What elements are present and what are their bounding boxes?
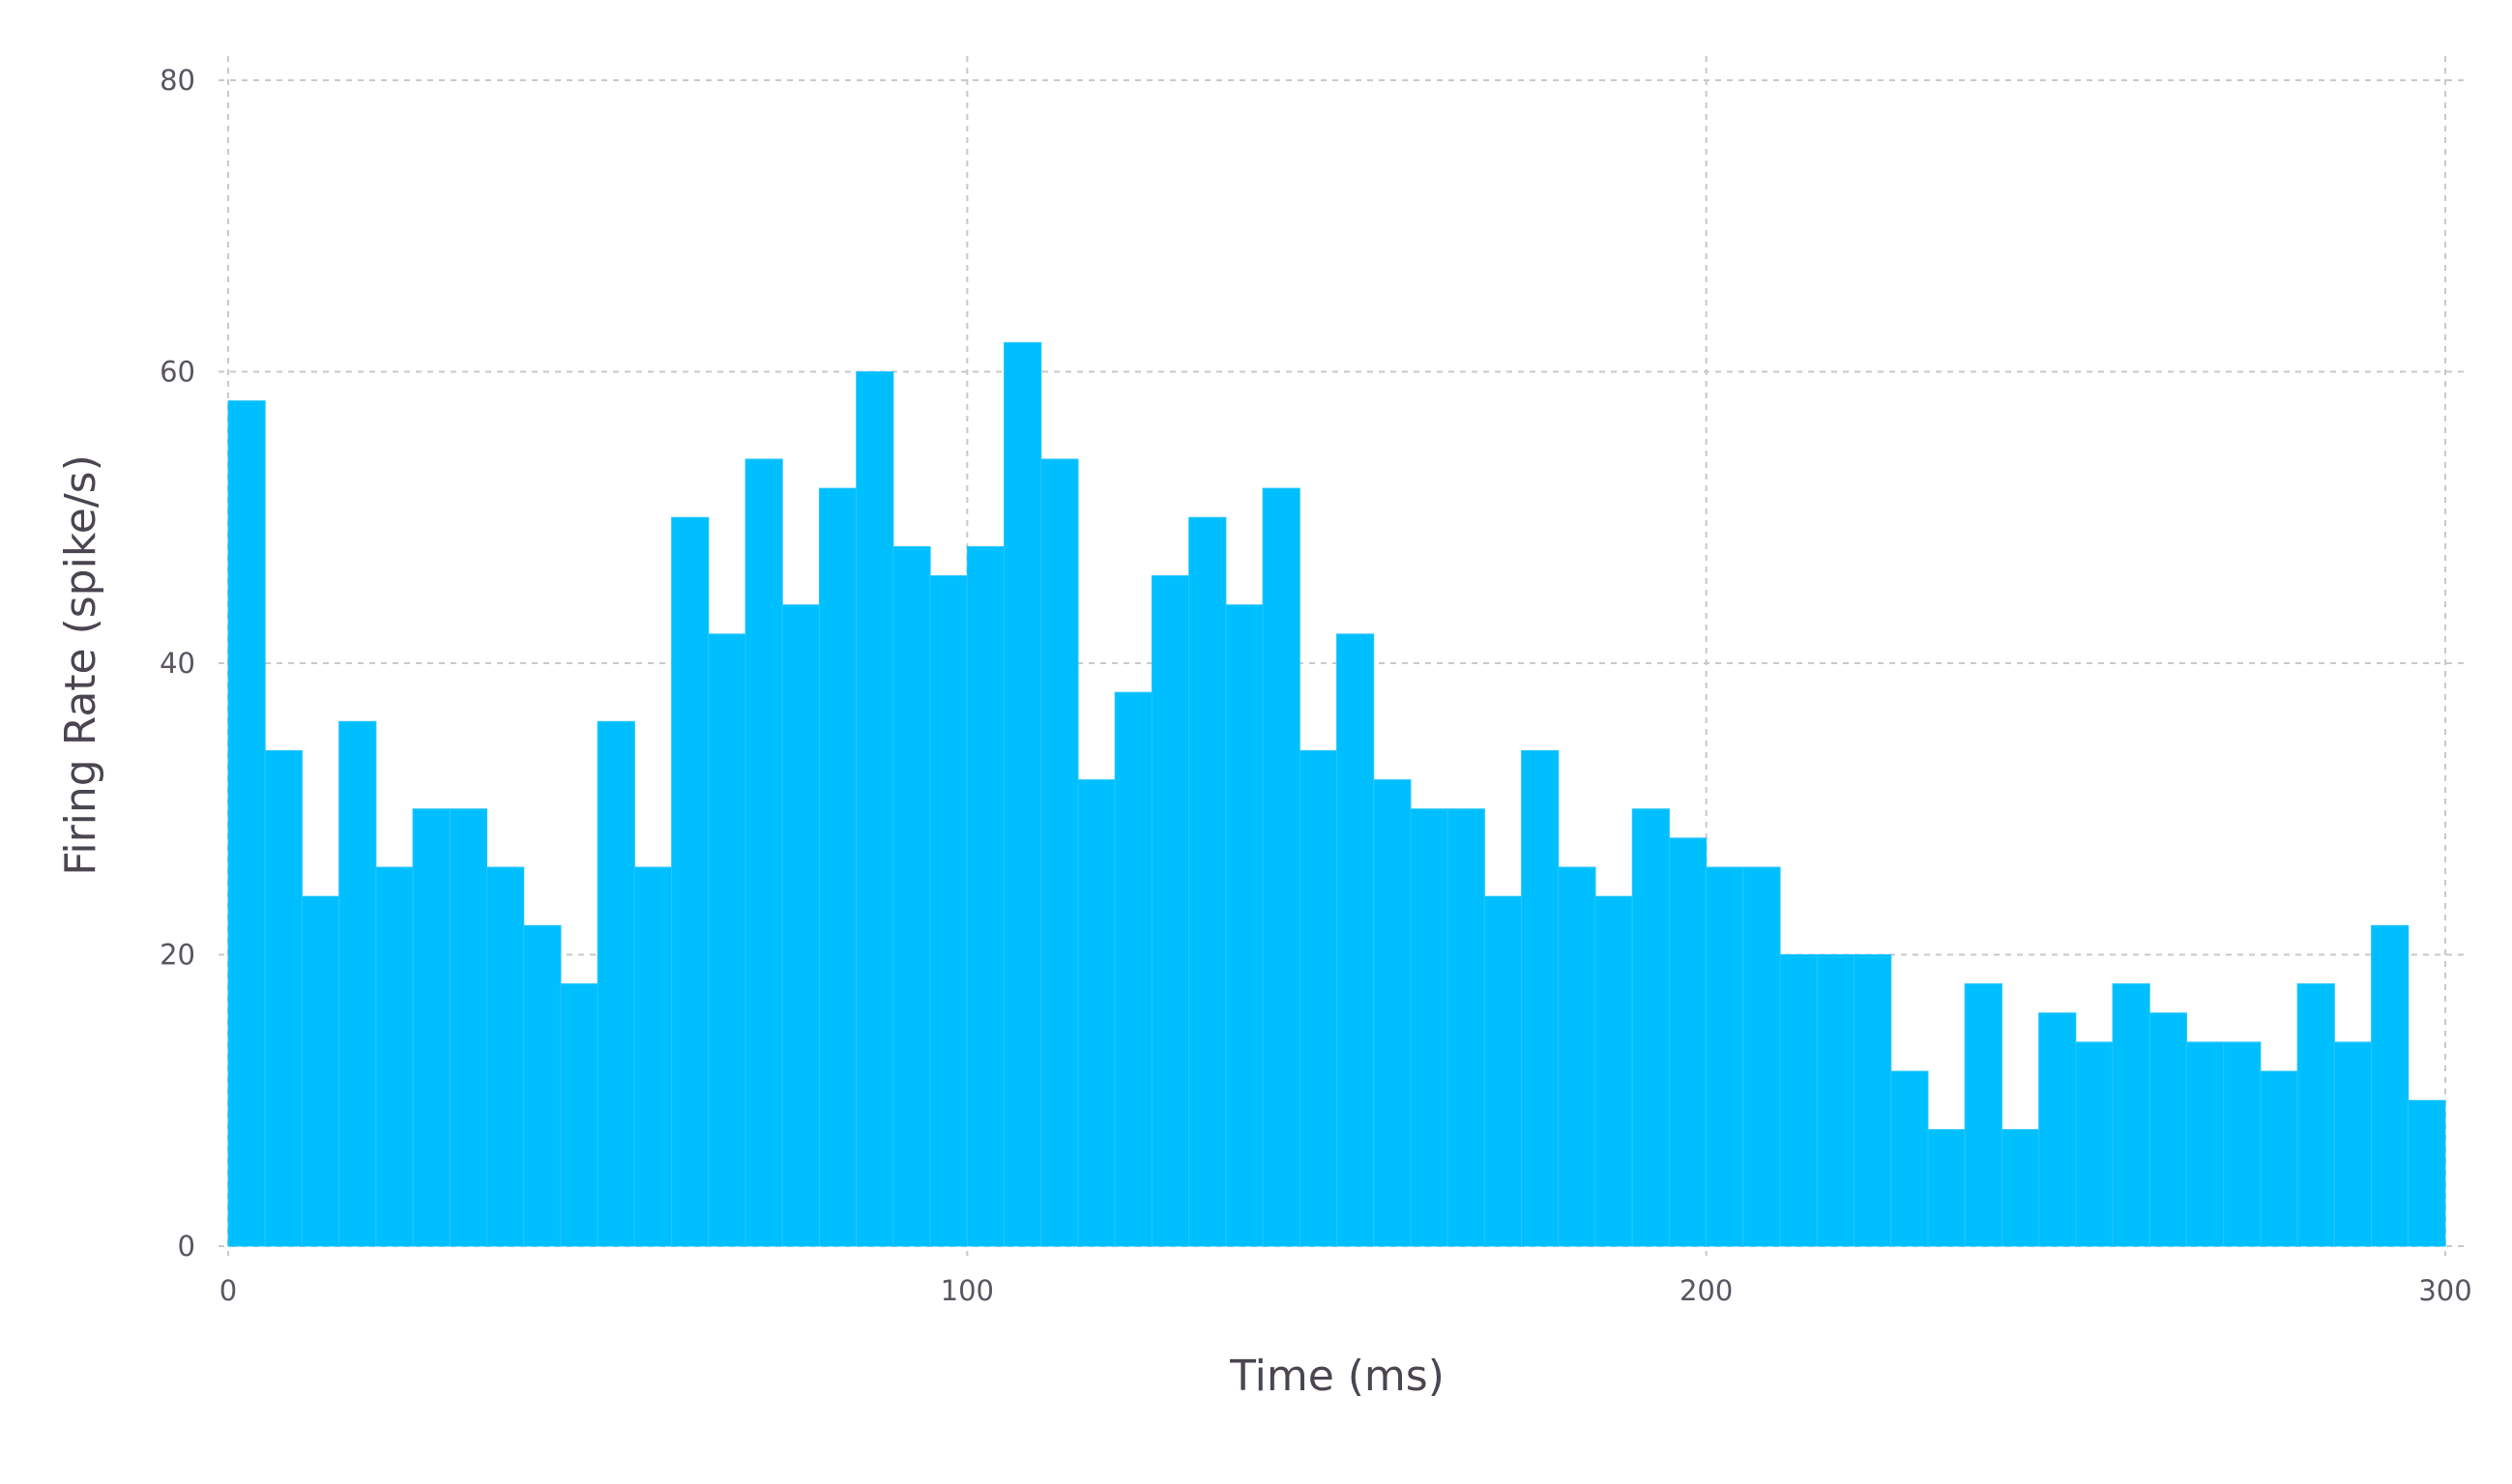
histogram-bar <box>2112 983 2150 1247</box>
y-axis-title: Firing Rate (spike/s) <box>56 454 105 875</box>
histogram-bar <box>2408 1099 2446 1247</box>
histogram-bar <box>892 545 931 1247</box>
histogram-bar <box>1336 633 1375 1247</box>
histogram-bar <box>449 808 488 1247</box>
histogram-bar <box>375 866 414 1247</box>
histogram-bar <box>2075 1041 2114 1247</box>
histogram-bar <box>1521 749 1560 1247</box>
histogram-bar <box>1151 575 1190 1247</box>
histogram-bar <box>301 895 340 1247</box>
x-tick-label: 300 <box>2418 1274 2471 1307</box>
histogram-bar <box>1706 866 1744 1247</box>
histogram-bar <box>597 720 635 1247</box>
histogram-bars <box>227 341 2446 1247</box>
histogram-bar <box>1077 779 1116 1247</box>
histogram-bar <box>2333 1041 2373 1247</box>
histogram-bar <box>264 749 303 1247</box>
histogram-bar <box>1964 983 2002 1247</box>
histogram-bar <box>1410 808 1448 1247</box>
x-tick-label: 0 <box>219 1274 237 1307</box>
histogram-bar <box>1040 458 1079 1247</box>
histogram-bar <box>1483 895 1523 1247</box>
histogram-bar <box>1558 866 1596 1247</box>
y-tick-label: 80 <box>160 64 195 97</box>
histogram-bar <box>1373 779 1412 1247</box>
histogram-bar <box>1854 954 1892 1247</box>
y-tick-label: 40 <box>160 647 195 680</box>
histogram-bar <box>966 545 1006 1247</box>
histogram-bar <box>818 487 858 1247</box>
histogram-bar <box>2038 1012 2077 1247</box>
histogram-bar <box>671 516 710 1247</box>
histogram-bar <box>1668 837 1708 1247</box>
histogram-bar <box>2371 924 2410 1247</box>
histogram-bar <box>708 633 746 1247</box>
histogram-bar <box>1114 691 1153 1247</box>
x-tick-label: 200 <box>1680 1274 1733 1307</box>
histogram-bar <box>633 866 673 1247</box>
histogram-bar <box>781 604 820 1247</box>
histogram-bar <box>1446 808 1485 1247</box>
histogram-bar <box>1927 1128 1966 1247</box>
y-tick-label: 60 <box>160 356 195 389</box>
histogram-bar <box>1779 954 1818 1247</box>
histogram-bar <box>1004 341 1042 1247</box>
histogram-bar <box>2148 1012 2187 1247</box>
histogram-bar <box>1225 604 1264 1247</box>
histogram-bar <box>560 983 599 1247</box>
histogram-bar <box>1890 1070 1929 1247</box>
histogram-bar <box>486 866 525 1247</box>
y-tick-label: 20 <box>160 939 195 972</box>
histogram-bar <box>745 458 783 1247</box>
histogram-bar <box>338 720 377 1247</box>
histogram-bar <box>1262 487 1300 1247</box>
histogram-bar <box>1631 808 1670 1247</box>
x-tick-label: 100 <box>941 1274 994 1307</box>
x-axis-ticks: 0 100 200 300 <box>219 1274 2472 1307</box>
y-tick-label: 0 <box>178 1230 195 1263</box>
histogram-bar <box>227 400 266 1247</box>
x-axis-title: Time (ms) <box>1229 1352 1445 1401</box>
histogram-bar <box>2296 983 2335 1247</box>
histogram-bar <box>2223 1041 2262 1247</box>
histogram-bar <box>1594 895 1633 1247</box>
histogram-bar <box>1816 954 1855 1247</box>
histogram-bar <box>1188 516 1227 1247</box>
histogram-bar <box>2185 1041 2225 1247</box>
histogram-bar <box>1742 866 1781 1247</box>
histogram-bar <box>929 575 968 1247</box>
histogram-bar <box>2260 1070 2298 1247</box>
histogram-bar <box>412 808 451 1247</box>
histogram-bar <box>1299 749 1337 1247</box>
histogram-bar <box>523 924 562 1247</box>
y-axis-ticks: 0 20 40 60 80 <box>160 64 195 1263</box>
histogram-bar <box>2001 1128 2040 1247</box>
histogram-bar <box>856 371 894 1247</box>
